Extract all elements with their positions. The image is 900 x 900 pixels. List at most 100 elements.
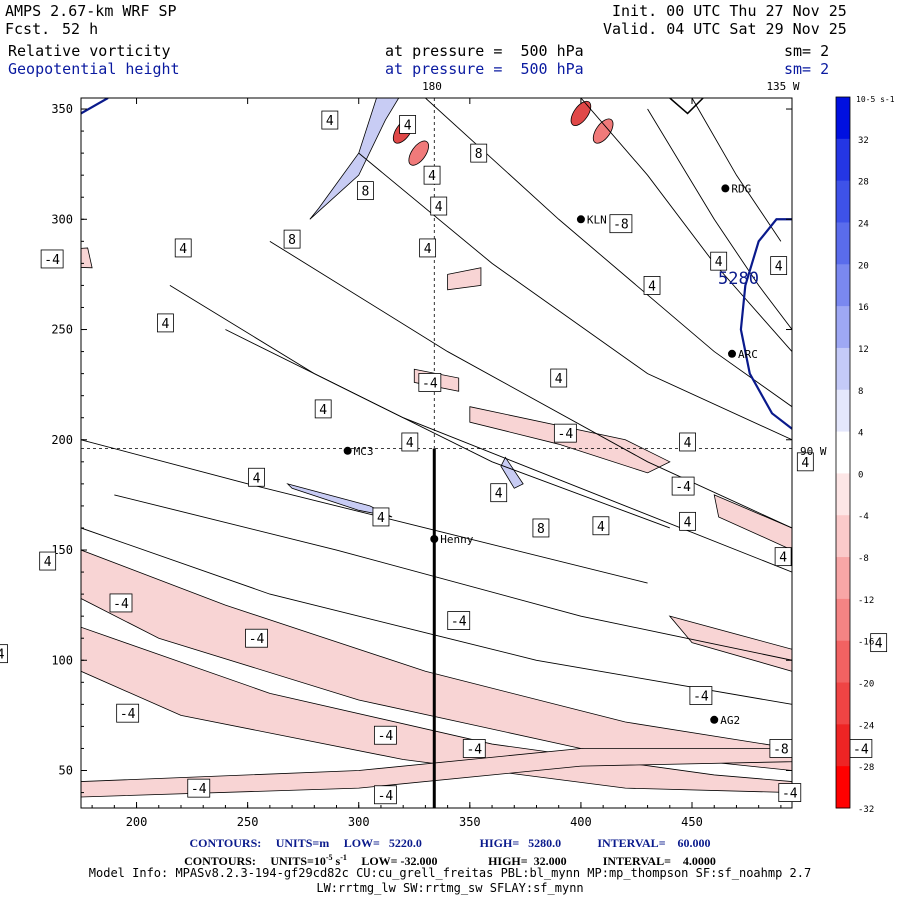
- height-contour-5280: [739, 218, 792, 430]
- forecast-value: 52 h: [62, 20, 99, 38]
- contour-label: -4: [245, 628, 268, 648]
- contour-label-box: [174, 238, 192, 258]
- contour-label-box: [592, 516, 610, 536]
- vorticity-contour: [691, 98, 782, 242]
- contour-label-box: [419, 238, 437, 258]
- y-tick-label: 50: [59, 764, 73, 778]
- colorbar: 32 28 24 20 16 12 8 4 0 -4 -8 -12 -16 -20 -24 -28 -32 10-…: [835, 95, 895, 815]
- contour-label-box: [689, 686, 713, 705]
- contour-label-box: [774, 547, 792, 567]
- colorbar-swatch: [836, 682, 850, 725]
- contour-label: 4: [774, 547, 792, 567]
- negative-vorticity-area: [713, 494, 792, 551]
- contour-label-text: 4: [404, 118, 412, 133]
- contour-label-box: [553, 423, 577, 443]
- contour-label-box: [314, 399, 332, 419]
- colorbar-tick-label: 4: [858, 429, 863, 439]
- y-tick-label: 150: [51, 543, 73, 557]
- contour-label: 8: [470, 143, 488, 163]
- contour-label-box: [357, 181, 374, 201]
- height-contour-top: [669, 98, 704, 115]
- contour-label: -4: [671, 476, 695, 496]
- contour-label-text: 8: [537, 522, 545, 537]
- field1-name: Relative vorticity: [8, 42, 171, 60]
- contour-label-text: 4: [435, 200, 443, 215]
- y-tick-label: 300: [51, 212, 73, 226]
- station-marker: [576, 215, 585, 224]
- colorbar-tick-label: 20: [858, 261, 869, 271]
- contour-label-text: -4: [451, 615, 467, 630]
- contour-label-text: 4: [179, 242, 187, 257]
- contour-label-text: 4: [424, 242, 432, 257]
- footer1-low: LOW= 5220.0: [343, 836, 422, 850]
- contour-label-text: -4: [0, 648, 5, 663]
- station-label: Henny: [440, 533, 473, 546]
- contour-label-box: [187, 778, 211, 798]
- axes: 200 250 300 350 400 450 50 100 150 200 250 300 350: [51, 98, 792, 829]
- contour-label: -4: [462, 739, 486, 758]
- contour-label-text: -4: [378, 729, 394, 744]
- contour-label-text: 4: [326, 114, 334, 129]
- contour-label: 4: [490, 483, 508, 503]
- contour-label: -4: [778, 783, 802, 802]
- contour-label-box: [423, 165, 441, 185]
- contour-label-text: -4: [113, 597, 129, 612]
- contour-label: 8: [532, 518, 550, 538]
- vorticity-contour: [169, 285, 670, 529]
- colorbar-swatch: [836, 724, 850, 767]
- footer2-low: LOW= -32.000: [361, 854, 438, 868]
- contour-label-box: [778, 783, 802, 802]
- contour-label: 4: [372, 507, 390, 527]
- contour-label: 8: [357, 181, 374, 201]
- contour-label-text: 4: [684, 436, 692, 451]
- footer2-high: HIGH= 32.000: [488, 854, 567, 868]
- contour-label: -4: [116, 703, 140, 723]
- field2-name: Geopotential height: [8, 60, 180, 78]
- vorticity-maximum: [570, 100, 592, 126]
- contour-label: 4: [643, 276, 661, 295]
- contour-label: -4: [553, 423, 577, 443]
- contour-label: 4: [401, 432, 419, 452]
- stations: KLN RDG ARC MC3 Henny AG2: [343, 182, 758, 727]
- plot-frame: [80, 97, 793, 809]
- contour-label-box: [671, 476, 695, 496]
- contour-label-text: -4: [249, 632, 265, 647]
- contour-label: -4: [849, 739, 873, 758]
- colorbar-tick-label: 32: [858, 136, 869, 146]
- contour-label: -8: [769, 739, 793, 758]
- contour-label-text: 4: [377, 511, 385, 526]
- contour-label-text: -8: [773, 742, 789, 757]
- colorbar-swatch: [836, 598, 850, 642]
- colorbar-tick-label: 0: [858, 470, 863, 480]
- colorbar-swatch: [836, 640, 850, 684]
- contour-label: 8: [283, 229, 301, 249]
- colorbar-swatch: [836, 515, 850, 558]
- contour-label: -4: [418, 373, 442, 392]
- contour-label-text: -4: [853, 742, 869, 757]
- model-info: Model Info: MPASv8.2.3-194-gf29cd82c CU:…: [88, 866, 812, 880]
- footer2-interval: INTERVAL= 4.0000: [602, 854, 716, 868]
- contour-label-text: 4: [162, 317, 170, 332]
- contour-label-text: 4: [495, 487, 503, 502]
- contour-label-text: -4: [120, 707, 136, 722]
- contour-label-box: [321, 110, 339, 130]
- colorbar-tick-label: 12: [858, 345, 869, 355]
- colorbar-swatch: [836, 264, 850, 307]
- station-marker: [710, 715, 719, 724]
- contour-label-box: [490, 483, 508, 503]
- y-tick-label: 350: [51, 102, 73, 116]
- station-label: MC3: [354, 445, 374, 458]
- contour-label: -4: [373, 785, 397, 805]
- station-marker: [430, 534, 439, 543]
- y-tick-label: 100: [51, 653, 73, 667]
- station-label: KLN: [587, 213, 607, 226]
- x-tick-label: 450: [681, 815, 703, 829]
- colorbar-swatch: [836, 306, 850, 349]
- vorticity-contour: [114, 494, 792, 661]
- vorticity-contour: [647, 108, 792, 330]
- colorbar-tick-label: 24: [858, 219, 869, 229]
- contour-label-text: -4: [782, 787, 798, 802]
- field2-level: at pressure = 500 hPa: [385, 60, 584, 78]
- contour-label-text: 4: [253, 471, 261, 486]
- contour-label-box: [796, 452, 814, 472]
